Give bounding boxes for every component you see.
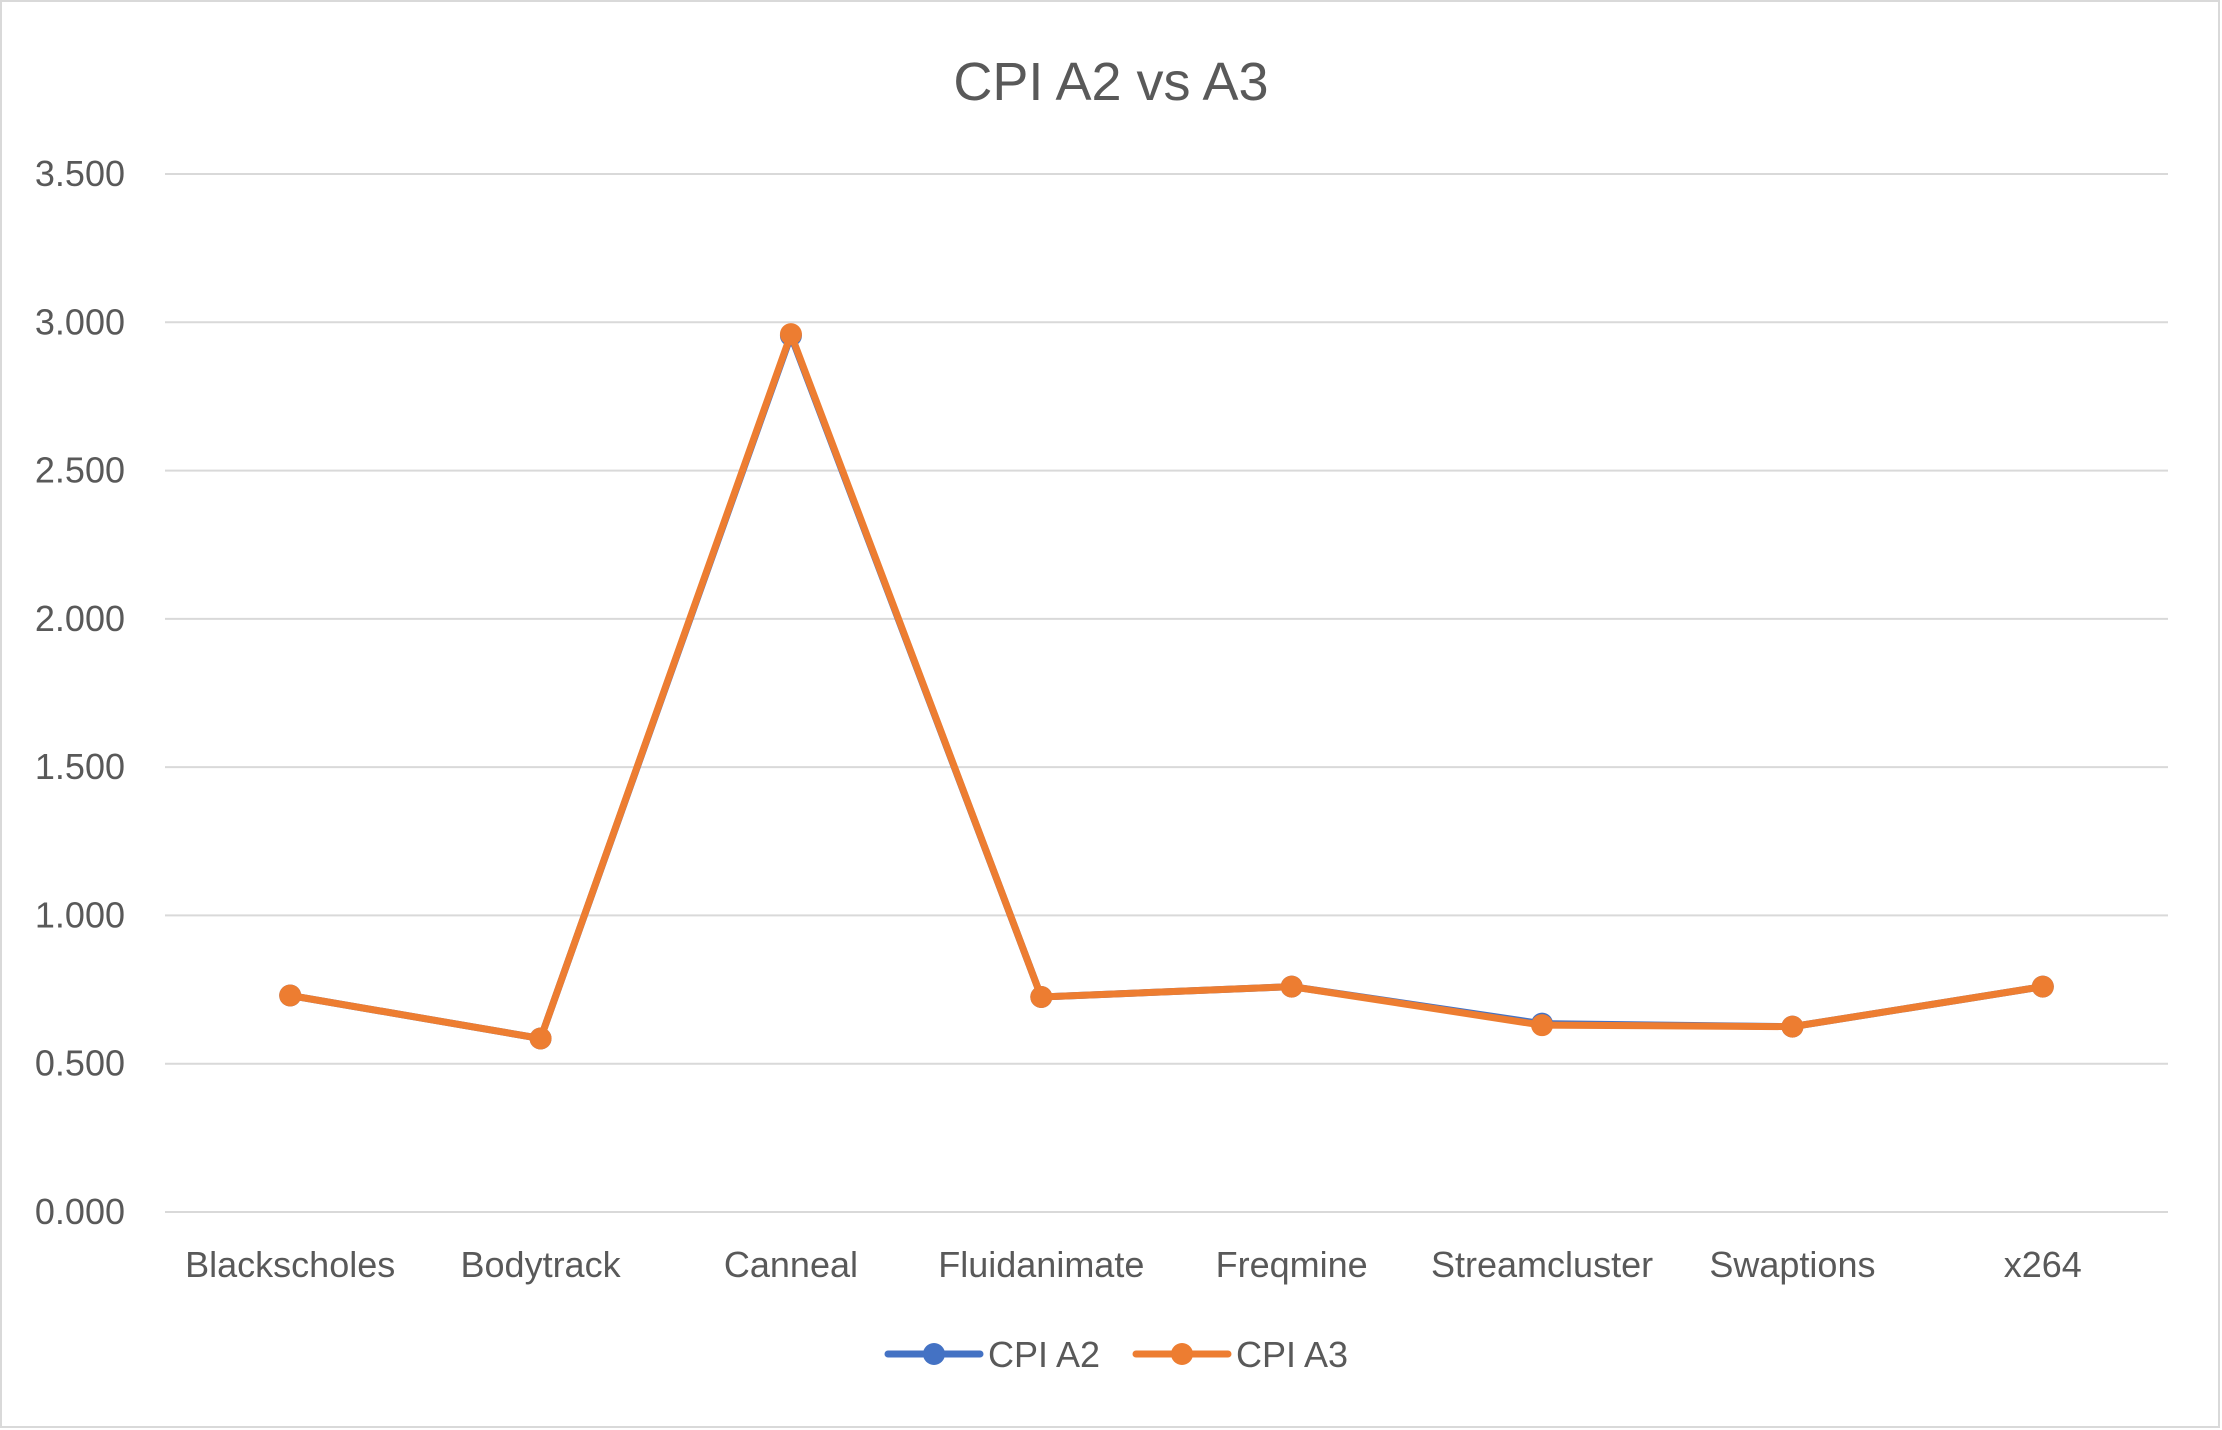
- data-point: [779, 323, 802, 346]
- x-tick-label: Swaptions: [1709, 1244, 1875, 1285]
- series-2: [279, 323, 2054, 1050]
- series-line: [286, 330, 2047, 1043]
- x-tick-label: Freqmine: [1216, 1244, 1368, 1285]
- legend-swatch-marker: [923, 1343, 945, 1365]
- x-tick-label: Blackscholes: [185, 1244, 395, 1285]
- legend-label: CPI A3: [1236, 1334, 1348, 1375]
- y-tick-label: 3.000: [35, 301, 125, 342]
- x-tick-label: x264: [2004, 1244, 2082, 1285]
- data-point: [1531, 1014, 1554, 1037]
- legend-item: CPI A3: [1132, 1334, 1348, 1375]
- x-tick-label: Bodytrack: [461, 1244, 622, 1285]
- y-tick-label: 2.500: [35, 450, 125, 491]
- series-layer: [279, 323, 2054, 1050]
- x-tick-label: Streamcluster: [1431, 1244, 1653, 1285]
- y-tick-label: 0.000: [35, 1191, 125, 1232]
- data-point: [279, 984, 302, 1007]
- data-point: [529, 1027, 552, 1050]
- y-tick-label: 1.000: [35, 894, 125, 935]
- gridlines: [165, 173, 2168, 1213]
- legend-swatch-marker: [1171, 1343, 1193, 1365]
- y-tick-label: 2.000: [35, 598, 125, 639]
- chart-title: CPI A2 vs A3: [953, 52, 1268, 112]
- data-point: [2031, 975, 2054, 998]
- legend-item: CPI A2: [884, 1334, 1100, 1375]
- data-point: [1030, 985, 1053, 1008]
- data-point: [1280, 975, 1303, 998]
- legend-label: CPI A2: [988, 1334, 1100, 1375]
- x-tick-label: Canneal: [724, 1244, 858, 1285]
- legend: CPI A2 CPI A3: [884, 1334, 1348, 1375]
- y-axis-tick-labels: 0.000 0.500 1.000 1.500 2.000 2.500 3.000 3.500: [35, 153, 125, 1232]
- data-point: [1781, 1015, 1804, 1038]
- x-axis-tick-labels: Blackscholes Bodytrack Canneal Fluidanimate…: [185, 1244, 2082, 1285]
- y-tick-label: 0.500: [35, 1043, 125, 1084]
- y-tick-label: 3.500: [35, 153, 125, 194]
- x-tick-label: Fluidanimate: [938, 1244, 1144, 1285]
- y-tick-label: 1.500: [35, 746, 125, 787]
